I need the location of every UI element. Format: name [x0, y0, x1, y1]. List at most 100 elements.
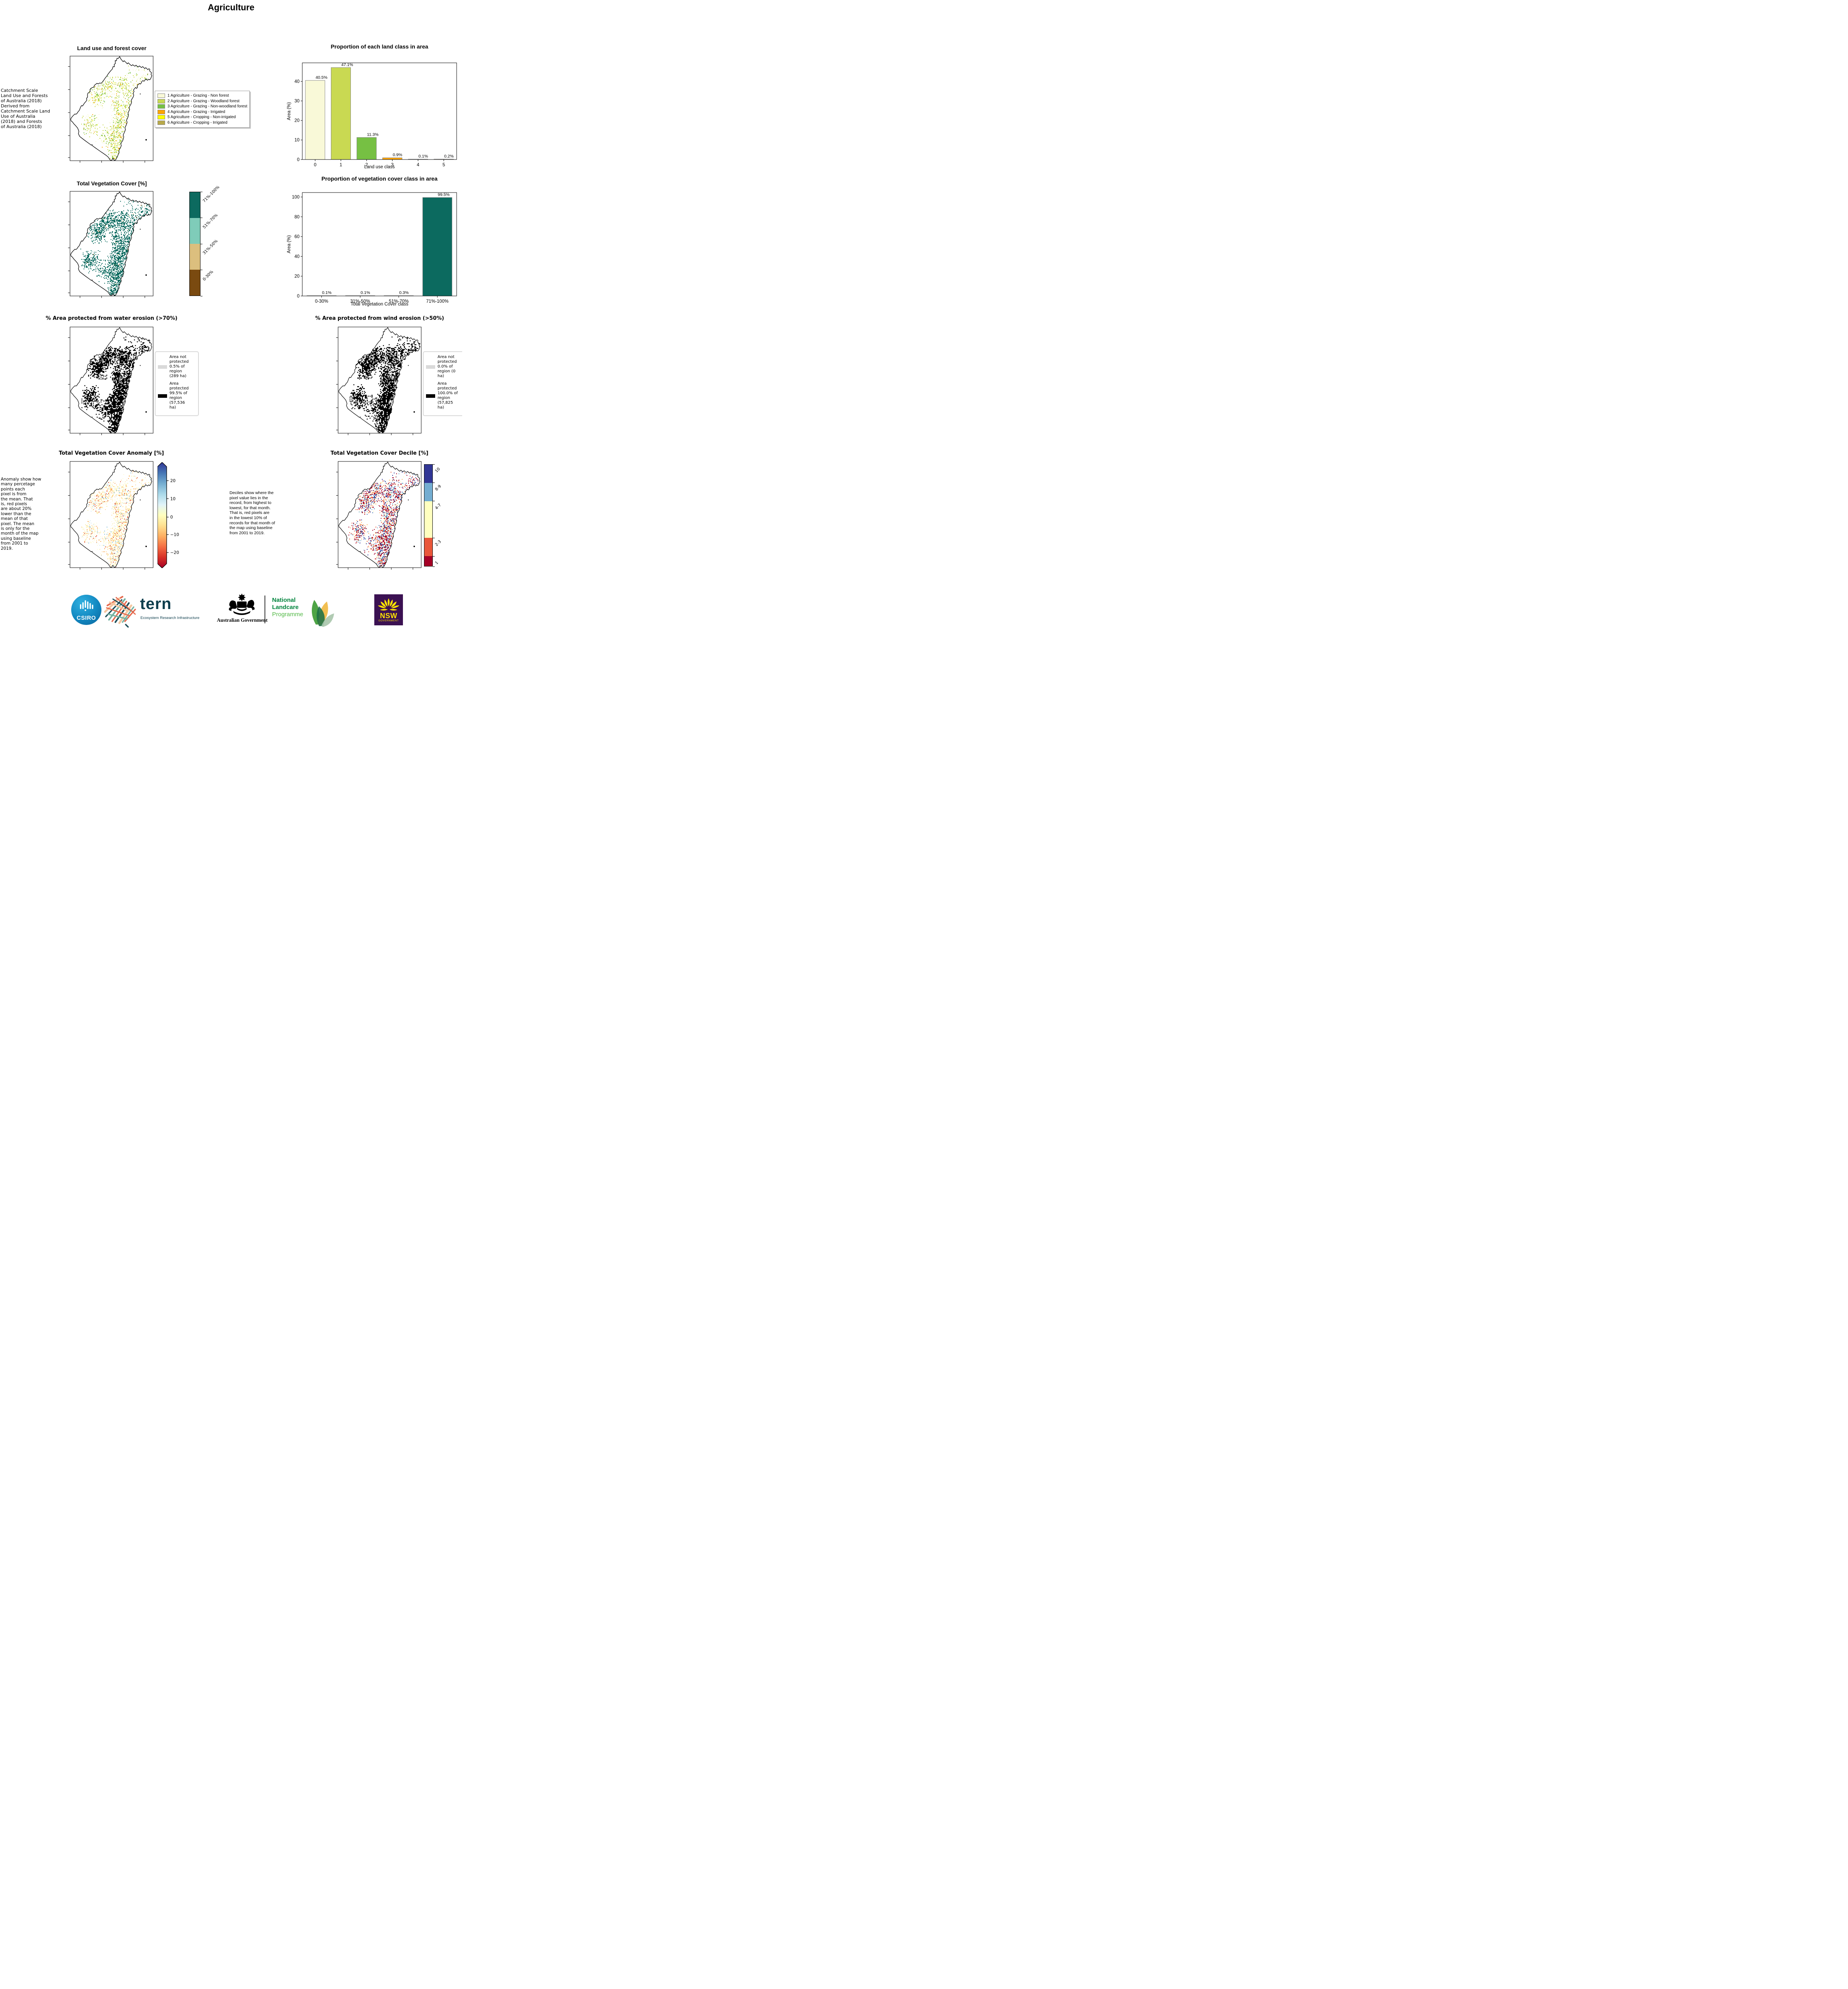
svg-text:30: 30 [294, 99, 300, 104]
colorbar-label: 2-3 [434, 539, 442, 547]
legend-label: 3 Agriculture - Grazing - Non-woodland f… [167, 104, 247, 109]
svg-text:Total Vegetation Cover class: Total Vegetation Cover class [350, 302, 408, 307]
anomaly-map [67, 461, 156, 573]
decile-note: Deciles show where the pixel value lies i… [230, 490, 275, 535]
svg-text:1: 1 [340, 163, 342, 167]
colorbar-segment [424, 465, 432, 483]
svg-text:2: 2 [365, 163, 368, 167]
svg-text:−10: −10 [170, 533, 179, 537]
svg-text:0.9%: 0.9% [393, 153, 402, 158]
legend-swatch [426, 365, 435, 369]
vegcover-map [67, 191, 156, 301]
legend-item: 3 Agriculture - Grazing - Non-woodland f… [158, 104, 247, 109]
colorbar-tick [433, 566, 435, 567]
legend-label: Area protected 99.5% of region (57,536 h… [169, 381, 189, 410]
colorbar-tick [433, 556, 435, 557]
vegclass-bar-chart: Proportion of vegetation cover class in … [278, 171, 462, 312]
svg-text:Area (%): Area (%) [287, 235, 292, 253]
legend-item: Area not protected 0.5% of region (289 h… [158, 355, 196, 379]
svg-text:20: 20 [170, 479, 175, 483]
svg-text:Land use class: Land use class [364, 165, 395, 169]
colorbar-segment [190, 218, 200, 244]
nsw-label: NSW [380, 612, 397, 620]
colorbar-label: 4-7 [434, 502, 442, 510]
svg-text:Area (%): Area (%) [287, 102, 292, 121]
svg-text:100: 100 [292, 195, 300, 200]
anomaly-colorbar: 20 10 0 −10 −20 [157, 462, 181, 570]
legend-swatch [158, 104, 165, 109]
colorbar-segment [190, 192, 200, 218]
vegcover-colorbar [189, 192, 200, 296]
svg-text:−20: −20 [170, 551, 179, 555]
tern-subtitle: Ecosystem Research Infrastructure [140, 616, 200, 620]
colorbar-segment [424, 501, 432, 538]
australian-government-label: Australian Government [217, 617, 268, 623]
colorbar-label: 0-30% [202, 269, 214, 282]
colorbar-segment [190, 243, 200, 270]
decile-map [335, 461, 424, 573]
water-erosion-map-title: % Area protected from water erosion (>70… [45, 315, 178, 321]
legend-label: 6 Agriculture - Cropping - Irrigated [167, 120, 228, 125]
report-page: Agriculture Land use and forest cover Ca… [0, 0, 462, 629]
water-erosion-map [67, 326, 156, 438]
legend-swatch [158, 109, 165, 114]
legend-swatch [158, 120, 165, 125]
colorbar-label: 1 [434, 561, 440, 566]
legend-swatch [158, 93, 165, 98]
tern-wordmark: tern [140, 595, 172, 613]
svg-text:0.1%: 0.1% [361, 290, 370, 295]
svg-text:0-30%: 0-30% [315, 299, 328, 304]
svg-text:40: 40 [294, 79, 300, 84]
landcare-line2: Landcare [272, 604, 299, 611]
colorbar-label: 8-9 [434, 484, 442, 492]
landuse-source-note: Catchment Scale Land Use and Forests of Au… [1, 88, 50, 129]
australian-coat-of-arms-icon [229, 594, 255, 615]
landuse-legend: 1 Agriculture - Grazing - Non forest 2 Ag… [155, 91, 250, 128]
colorbar-label: 31%-50% [202, 239, 219, 256]
legend-item: 4 Agriculture - Grazing - Irrigated [158, 109, 247, 115]
legend-swatch [158, 99, 165, 103]
wind-erosion-map-title: % Area protected from wind erosion (>50%… [315, 315, 444, 321]
wind-erosion-map [335, 326, 424, 438]
nsw-government-logo: NSW GOVERNMENT [374, 594, 403, 625]
svg-text:0.2%: 0.2% [444, 154, 454, 159]
legend-label: Area protected 100.0% of region (57,825 … [438, 381, 458, 410]
svg-text:10: 10 [294, 138, 300, 143]
svg-text:20: 20 [294, 119, 300, 123]
vegcover-map-title: Total Vegetation Cover [%] [76, 180, 147, 187]
colorbar-segment [424, 556, 432, 566]
svg-text:0: 0 [170, 515, 173, 520]
legend-item: 2 Agriculture - Grazing - Woodland fores… [158, 99, 247, 104]
svg-text:11.3%: 11.3% [367, 132, 379, 137]
wind-erosion-legend: Area not protected 0.0% of region (0 ha)… [423, 351, 462, 416]
nsw-government-label: GOVERNMENT [378, 619, 399, 622]
csiro-label: CSIRO [76, 615, 96, 621]
svg-text:71%-100%: 71%-100% [426, 299, 448, 304]
svg-text:47.1%: 47.1% [341, 62, 353, 67]
svg-text:40.5%: 40.5% [315, 75, 327, 80]
svg-text:0: 0 [314, 163, 316, 167]
svg-text:80: 80 [294, 215, 300, 220]
legend-label: 1 Agriculture - Grazing - Non forest [167, 93, 229, 98]
svg-text:Proportion of each land class: Proportion of each land class in area [331, 43, 428, 50]
svg-text:4: 4 [417, 163, 420, 167]
legend-item: 1 Agriculture - Grazing - Non forest [158, 93, 247, 99]
colorbar-segment [424, 537, 432, 556]
svg-text:51%-70%: 51%-70% [389, 299, 409, 304]
landcare-leaves-icon [311, 600, 334, 627]
svg-text:0.1%: 0.1% [418, 154, 428, 159]
legend-swatch [158, 394, 167, 398]
legend-label: 5 Agriculture - Cropping - Non-irrigated [167, 115, 236, 120]
legend-label: 2 Agriculture - Grazing - Woodland fores… [167, 99, 240, 103]
national-landcare-wordmark: National Landcare Programme [272, 597, 303, 618]
decile-map-title: Total Vegetation Cover Decile [%] [331, 450, 428, 456]
landcare-line1: National [272, 597, 296, 603]
decile-colorbar [424, 464, 433, 566]
legend-swatch [426, 394, 435, 398]
svg-text:31%-50%: 31%-50% [350, 299, 370, 304]
colorbar-label: 71%-100% [202, 185, 221, 204]
legend-item: Area protected 100.0% of region (57,825 … [426, 381, 462, 410]
svg-text:3: 3 [391, 163, 393, 167]
svg-text:10: 10 [170, 496, 175, 501]
landuse-map [67, 55, 156, 166]
